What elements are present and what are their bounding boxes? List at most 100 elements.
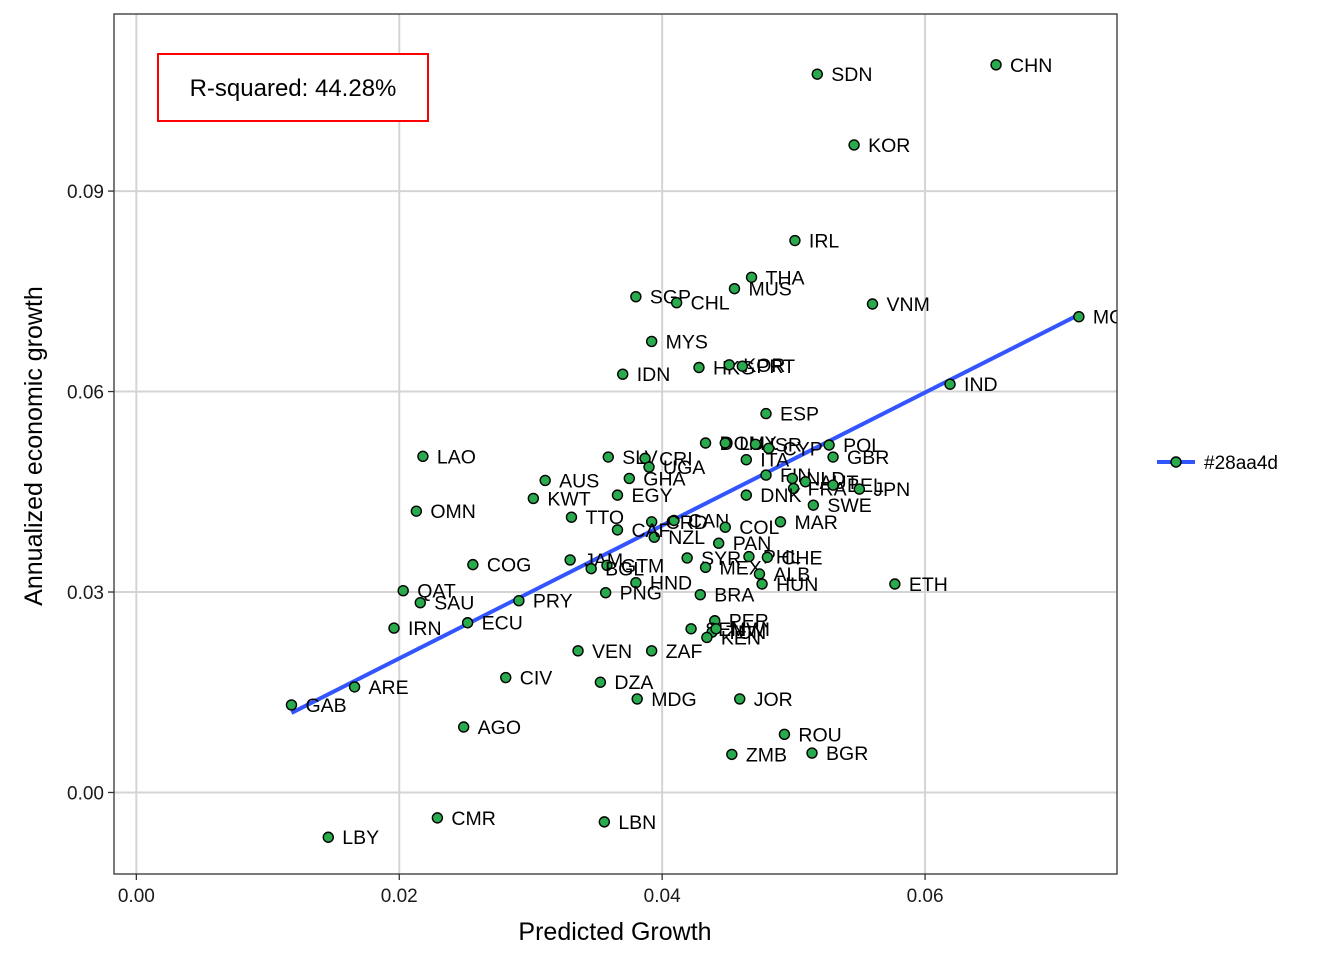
data-point: PRT — [736, 356, 795, 378]
data-point: CYP — [762, 438, 823, 460]
data-point: PHL — [743, 547, 801, 569]
data-point: BGL — [585, 559, 644, 581]
point-marker — [761, 551, 774, 563]
point-marker — [565, 511, 578, 523]
point-marker — [774, 516, 787, 528]
data-point: OMN — [410, 501, 476, 523]
data-point: QAT — [397, 581, 456, 603]
point-marker — [787, 482, 800, 495]
point-marker — [827, 451, 839, 463]
point-marker — [760, 407, 772, 420]
data-point: SAU — [414, 593, 474, 615]
data-point: CHN — [990, 55, 1052, 77]
point-label: CHN — [1010, 55, 1052, 77]
data-point: JOR — [734, 689, 793, 711]
point-label: GHA — [643, 468, 685, 490]
data-point: IRN — [388, 618, 442, 640]
point-marker — [866, 298, 879, 310]
point-label: KWT — [547, 488, 590, 510]
point-label: CRD — [666, 512, 708, 534]
point-label: CAN — [688, 511, 729, 533]
point-label: CHL — [691, 293, 730, 315]
data-point: HND — [630, 573, 692, 595]
point-marker — [410, 505, 423, 517]
data-point: UGA — [643, 457, 705, 479]
point-marker — [685, 623, 697, 635]
point-marker — [694, 588, 706, 601]
data-point: TTO — [565, 507, 624, 529]
data-point: EGY — [611, 485, 673, 507]
data-point: CIV — [500, 668, 552, 690]
data-point: SDN — [811, 64, 872, 86]
point-marker — [594, 676, 607, 688]
point-label: CMR — [451, 808, 495, 830]
data-point: ZAF — [645, 641, 703, 663]
x-tick-label: 0.06 — [907, 886, 944, 907]
data-point: PNG — [599, 583, 662, 605]
data-point: SWE — [807, 495, 872, 517]
point-label: SGP — [650, 287, 691, 309]
data-point: LBY — [322, 827, 379, 849]
data-point: CHE — [761, 547, 823, 569]
point-marker — [645, 335, 658, 348]
point-marker — [645, 645, 658, 657]
data-point: CAF — [611, 520, 671, 542]
point-label: UGA — [663, 457, 705, 479]
point-marker — [944, 378, 956, 390]
point-marker — [388, 622, 400, 634]
point-label: POL — [843, 435, 882, 457]
point-marker — [539, 474, 551, 487]
plot-panel-border — [113, 13, 1118, 875]
point-label: SAU — [434, 593, 474, 615]
point-label: MDG — [651, 689, 697, 711]
data-point: ETH — [889, 574, 948, 596]
data-point: PAN — [712, 533, 772, 555]
point-marker — [397, 584, 409, 597]
point-marker — [348, 681, 361, 693]
point-marker — [681, 552, 693, 564]
point-label: ESP — [780, 404, 819, 426]
point-marker — [786, 472, 799, 485]
point-label: ECU — [482, 613, 523, 635]
point-marker — [734, 693, 746, 705]
data-point: KWT — [527, 488, 591, 510]
point-label: IDN — [637, 364, 671, 386]
point-marker — [572, 645, 584, 657]
y-tick-label: 0.00 — [67, 783, 104, 804]
data-point: GHA — [623, 468, 686, 490]
data-point: KOR — [723, 355, 785, 377]
point-marker — [736, 360, 749, 372]
data-point: IDN — [617, 364, 671, 386]
point-marker — [648, 531, 660, 543]
data-point: MYS — [645, 331, 708, 353]
point-marker — [414, 597, 426, 609]
point-label: CYP — [783, 438, 823, 460]
data-point: KEN — [701, 627, 761, 649]
data-point: ECU — [461, 613, 523, 635]
point-marker — [710, 623, 722, 635]
point-marker — [743, 550, 755, 563]
point-marker — [611, 524, 624, 536]
y-tick-label: 0.09 — [67, 182, 104, 203]
point-label: MOZ — [1093, 307, 1136, 329]
point-marker — [513, 594, 525, 607]
point-label: LBY — [342, 827, 379, 849]
point-label: MUS — [748, 279, 791, 301]
point-marker — [630, 576, 642, 589]
point-label: PAN — [733, 533, 772, 555]
point-marker — [623, 472, 636, 485]
point-marker — [723, 359, 735, 371]
r-squared-box: R-squared: 44.28% — [157, 53, 429, 122]
point-marker — [431, 812, 444, 824]
data-point: JPN — [853, 479, 910, 501]
point-marker — [753, 568, 766, 580]
point-label: ISR — [769, 434, 802, 456]
data-point: CHL — [670, 293, 730, 315]
point-marker — [712, 537, 725, 549]
point-marker — [740, 454, 752, 466]
point-label: MAR — [794, 512, 837, 534]
data-point: MAR — [774, 512, 838, 534]
point-label: SDN — [831, 64, 872, 86]
data-point: LBN — [598, 812, 656, 834]
point-marker — [760, 469, 772, 481]
